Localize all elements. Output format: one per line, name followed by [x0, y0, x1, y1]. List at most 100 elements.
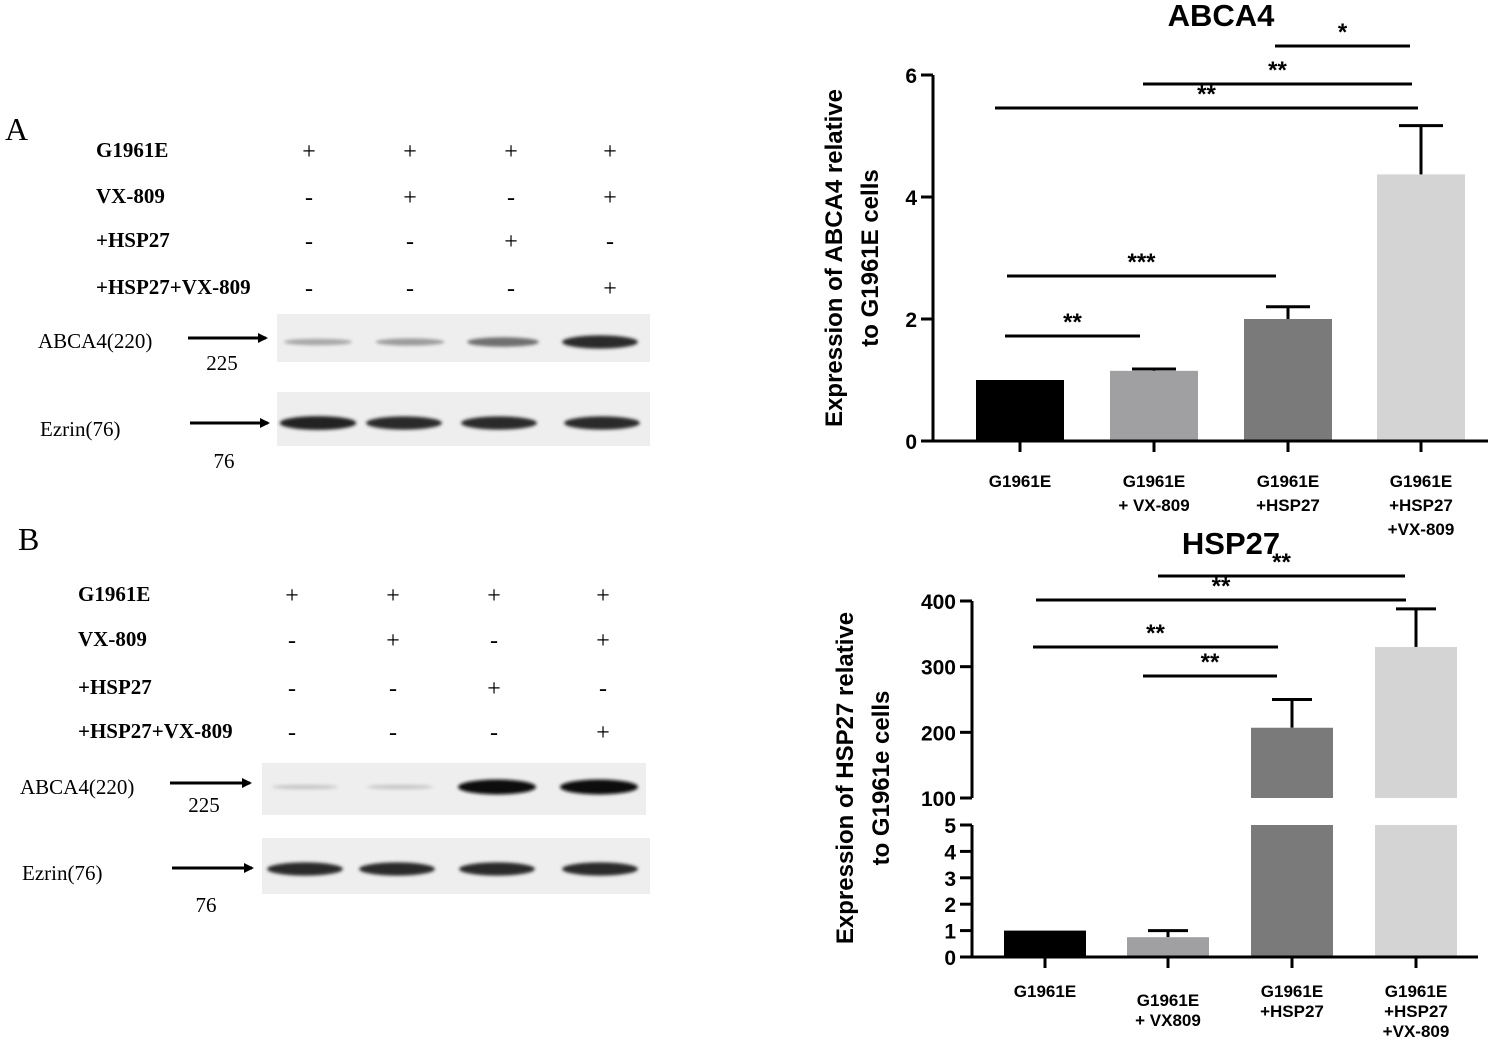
condition-sign: - [490, 720, 498, 746]
condition-sign: - [288, 628, 296, 654]
condition-sign: + [596, 628, 610, 654]
blot-band [359, 862, 435, 876]
condition-sign: + [403, 139, 417, 165]
condition-sign: + [596, 583, 610, 609]
x-tick-label: +HSP27 [1384, 1002, 1448, 1021]
condition-sign: - [389, 676, 397, 702]
bar [1004, 930, 1086, 957]
blot-band [375, 338, 445, 346]
y-tick-label: 0 [905, 431, 917, 454]
blot-band [461, 416, 537, 430]
x-tick-label: G1961E [1014, 982, 1076, 1001]
panel-letter: B [18, 521, 39, 557]
significance-label: ** [1272, 549, 1291, 576]
y-tick-label: 0 [944, 947, 956, 970]
y-tick-label: 4 [944, 841, 956, 864]
x-tick-label: G1961E [989, 472, 1051, 491]
panel-a: A G1961E + + + + VX-809 - + - + +HSP27 - - + - +HSP27+VX… [5, 111, 650, 473]
condition-label: VX-809 [78, 627, 147, 651]
bar [1251, 727, 1333, 798]
condition-sign: + [603, 185, 617, 211]
condition-sign: - [599, 676, 607, 702]
panel-b: B G1961E + + + + VX-809 - + - + +HSP27 - - + - +HSP27+VX… [18, 521, 650, 917]
condition-sign: + [487, 676, 501, 702]
condition-sign: - [606, 229, 614, 255]
blot-band [271, 784, 339, 790]
blot-band [267, 862, 343, 876]
condition-label: +HSP27 [96, 228, 170, 252]
blot-protein-label: Ezrin(76) [22, 861, 102, 885]
y-tick-label: 4 [905, 187, 917, 210]
significance-label: ** [1212, 573, 1231, 600]
bar [1244, 319, 1332, 441]
condition-sign: + [403, 185, 417, 211]
condition-sign: + [487, 583, 501, 609]
chart-abca4: ABCA4 0 2 4 6 G1961E G1961E + VX-809 G1961E +HSP2… [821, 0, 1488, 539]
y-tick-label: 300 [921, 657, 956, 680]
y-tick-label: 6 [905, 65, 917, 88]
bar [1377, 174, 1465, 441]
y-tick-label: 200 [921, 722, 956, 745]
molecular-weight-marker: 76 [196, 893, 217, 917]
x-tick-label: G1961E [1257, 472, 1319, 491]
x-tick-label: +HSP27 [1260, 1002, 1324, 1021]
condition-label: +HSP27 [78, 675, 152, 699]
molecular-weight-marker: 225 [188, 793, 220, 817]
condition-sign: + [302, 139, 316, 165]
bar [1127, 937, 1209, 957]
significance-label: ** [1268, 57, 1287, 84]
significance-label: * [1338, 19, 1348, 46]
blot-band [458, 779, 536, 795]
y-tick-label: 2 [905, 309, 917, 332]
condition-label: +HSP27+VX-809 [78, 719, 233, 743]
panel-letter: A [5, 111, 28, 147]
condition-sign: + [603, 276, 617, 302]
y-tick-label: 100 [921, 788, 956, 811]
condition-sign: + [386, 583, 400, 609]
condition-label: +HSP27+VX-809 [96, 275, 251, 299]
y-tick-label: 3 [944, 868, 956, 891]
bar-lower-segment [1251, 825, 1333, 957]
bar [1375, 646, 1457, 798]
y-axis-label: Expression of ABCA4 relative to G1961E ce… [821, 89, 884, 427]
y-axis-label: Expression of HSP27 relative to G1961e ce… [832, 612, 895, 944]
bar-lower-segment [1375, 825, 1457, 957]
y-axis-label-line: Expression of HSP27 relative [832, 612, 859, 944]
x-tick-label: +VX-809 [1388, 520, 1455, 539]
molecular-weight-marker: 76 [214, 449, 235, 473]
condition-sign: - [288, 720, 296, 746]
condition-sign: + [603, 139, 617, 165]
blot-band [279, 416, 357, 430]
x-tick-label: G1961E [1137, 991, 1199, 1010]
x-tick-label: + VX-809 [1118, 496, 1189, 515]
blot-protein-label: ABCA4(220) [20, 775, 134, 799]
x-tick-label: +HSP27 [1256, 496, 1320, 515]
condition-sign: - [406, 276, 414, 302]
condition-sign: - [507, 185, 515, 211]
condition-sign: - [305, 229, 313, 255]
chart-title: HSP27 [1182, 526, 1280, 561]
condition-label: VX-809 [96, 184, 165, 208]
condition-sign: - [507, 276, 515, 302]
chart-title: ABCA4 [1168, 0, 1276, 33]
condition-sign: - [490, 628, 498, 654]
blot-band [459, 862, 535, 876]
condition-sign: + [504, 139, 518, 165]
condition-label: G1961E [96, 138, 168, 162]
blot-band [366, 416, 442, 430]
x-tick-label: G1961E [1390, 472, 1452, 491]
blot-band [283, 338, 353, 346]
condition-label: G1961E [78, 582, 150, 606]
blot-band [560, 779, 638, 795]
blot-band [467, 337, 539, 347]
bar [1110, 370, 1198, 441]
condition-sign: - [305, 185, 313, 211]
y-axis-label-line: to G1961e cells [868, 691, 895, 866]
y-axis-label-line: Expression of ABCA4 relative [821, 89, 848, 427]
y-axis-label-line: to G1961E cells [857, 169, 884, 346]
blot-protein-label: Ezrin(76) [40, 417, 120, 441]
y-tick-label: 400 [921, 591, 956, 614]
blot-band [564, 416, 640, 430]
